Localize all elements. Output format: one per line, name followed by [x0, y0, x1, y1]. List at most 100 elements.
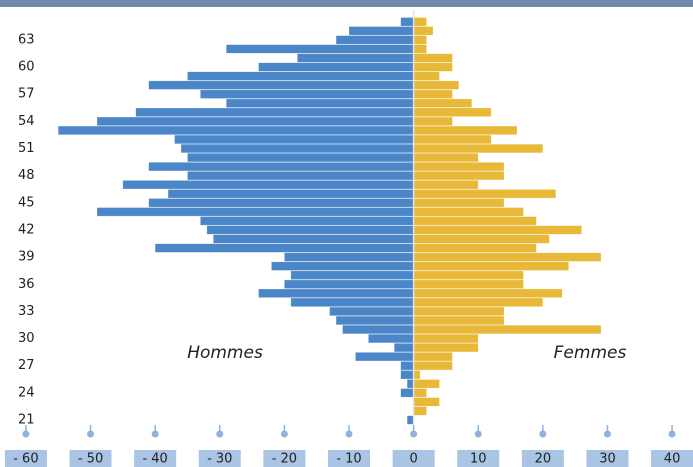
- age-label: 36: [18, 277, 35, 292]
- tick-box: [263, 450, 306, 467]
- bar: [406, 379, 414, 389]
- bar: [413, 324, 602, 335]
- bar: [297, 53, 414, 63]
- bar: [413, 261, 569, 271]
- x-tick-label: - 10: [336, 452, 361, 467]
- bar: [225, 98, 414, 108]
- bar: [122, 180, 414, 190]
- tick-box: [521, 450, 564, 467]
- bar: [413, 17, 427, 27]
- bar: [413, 125, 518, 135]
- bar: [187, 152, 414, 163]
- bar: [413, 71, 440, 81]
- bar: [290, 297, 414, 307]
- bar: [368, 333, 414, 344]
- bar: [413, 333, 479, 344]
- bar: [284, 252, 414, 262]
- bar: [335, 35, 414, 45]
- bar: [57, 125, 414, 135]
- age-label: 63: [18, 32, 35, 47]
- bar: [413, 180, 479, 190]
- age-label: 21: [18, 413, 35, 428]
- tick-box: [586, 450, 629, 467]
- x-tick-label: - 50: [78, 452, 103, 467]
- bar: [413, 297, 544, 307]
- bar: [96, 207, 414, 217]
- bar: [180, 143, 414, 154]
- x-tick-label: 0: [409, 452, 417, 467]
- bar: [200, 89, 414, 99]
- tick-box: [4, 450, 47, 467]
- age-label: 48: [18, 168, 35, 183]
- bar: [225, 44, 414, 54]
- bar: [342, 324, 414, 335]
- bar: [271, 261, 414, 271]
- age-label: 24: [18, 385, 35, 400]
- bar: [148, 162, 414, 172]
- bar: [400, 388, 414, 398]
- bar: [413, 89, 453, 99]
- age-label: 45: [18, 195, 35, 210]
- bar: [413, 143, 544, 154]
- bar: [174, 134, 414, 145]
- header-strip: [0, 0, 693, 7]
- bar: [413, 270, 524, 280]
- bar: [406, 415, 414, 425]
- bar: [329, 306, 414, 317]
- x-tick-label: 40: [664, 452, 681, 467]
- tick-dot: [668, 430, 676, 438]
- x-tick-label: 20: [535, 452, 552, 467]
- bar: [413, 134, 492, 145]
- age-label: 57: [18, 87, 35, 102]
- bar: [413, 107, 492, 117]
- bar: [258, 288, 414, 298]
- bar: [413, 352, 453, 362]
- bar: [413, 406, 427, 416]
- bar: [167, 189, 414, 199]
- bar: [206, 225, 414, 235]
- bar: [393, 342, 414, 353]
- bar: [413, 306, 505, 317]
- tick-box: [392, 450, 435, 467]
- bar: [413, 198, 505, 208]
- bar: [284, 279, 414, 289]
- age-label: 39: [18, 250, 35, 265]
- bar: [148, 198, 414, 208]
- bar: [413, 44, 427, 54]
- bar: [148, 80, 414, 90]
- bar: [135, 107, 414, 117]
- bar: [400, 361, 414, 371]
- bar: [413, 243, 537, 253]
- series-label: Femmes: [554, 343, 627, 363]
- age-label: 42: [18, 222, 35, 237]
- tick-dot: [216, 430, 224, 438]
- bar: [413, 361, 453, 371]
- bar: [413, 152, 479, 163]
- bar: [413, 116, 453, 126]
- bar: [413, 162, 505, 172]
- bar: [154, 243, 414, 253]
- series-label: Hommes: [187, 343, 263, 363]
- age-label: 54: [18, 114, 35, 129]
- bar: [413, 225, 582, 235]
- x-tick-label: - 40: [142, 452, 167, 467]
- bar: [187, 71, 414, 81]
- age-label: 27: [18, 358, 35, 373]
- age-label: 60: [18, 60, 35, 75]
- bar: [413, 234, 550, 244]
- bar: [413, 315, 505, 326]
- bar: [413, 370, 421, 380]
- bar: [335, 315, 414, 326]
- bar: [413, 26, 434, 36]
- bar: [96, 116, 414, 126]
- tick-box: [198, 450, 241, 467]
- x-tick-label: - 30: [207, 452, 232, 467]
- bar: [413, 189, 557, 199]
- x-tick-label: 10: [470, 452, 487, 467]
- bar: [413, 252, 602, 262]
- bar: [413, 342, 479, 353]
- tick-box: [134, 450, 177, 467]
- bar: [413, 379, 440, 389]
